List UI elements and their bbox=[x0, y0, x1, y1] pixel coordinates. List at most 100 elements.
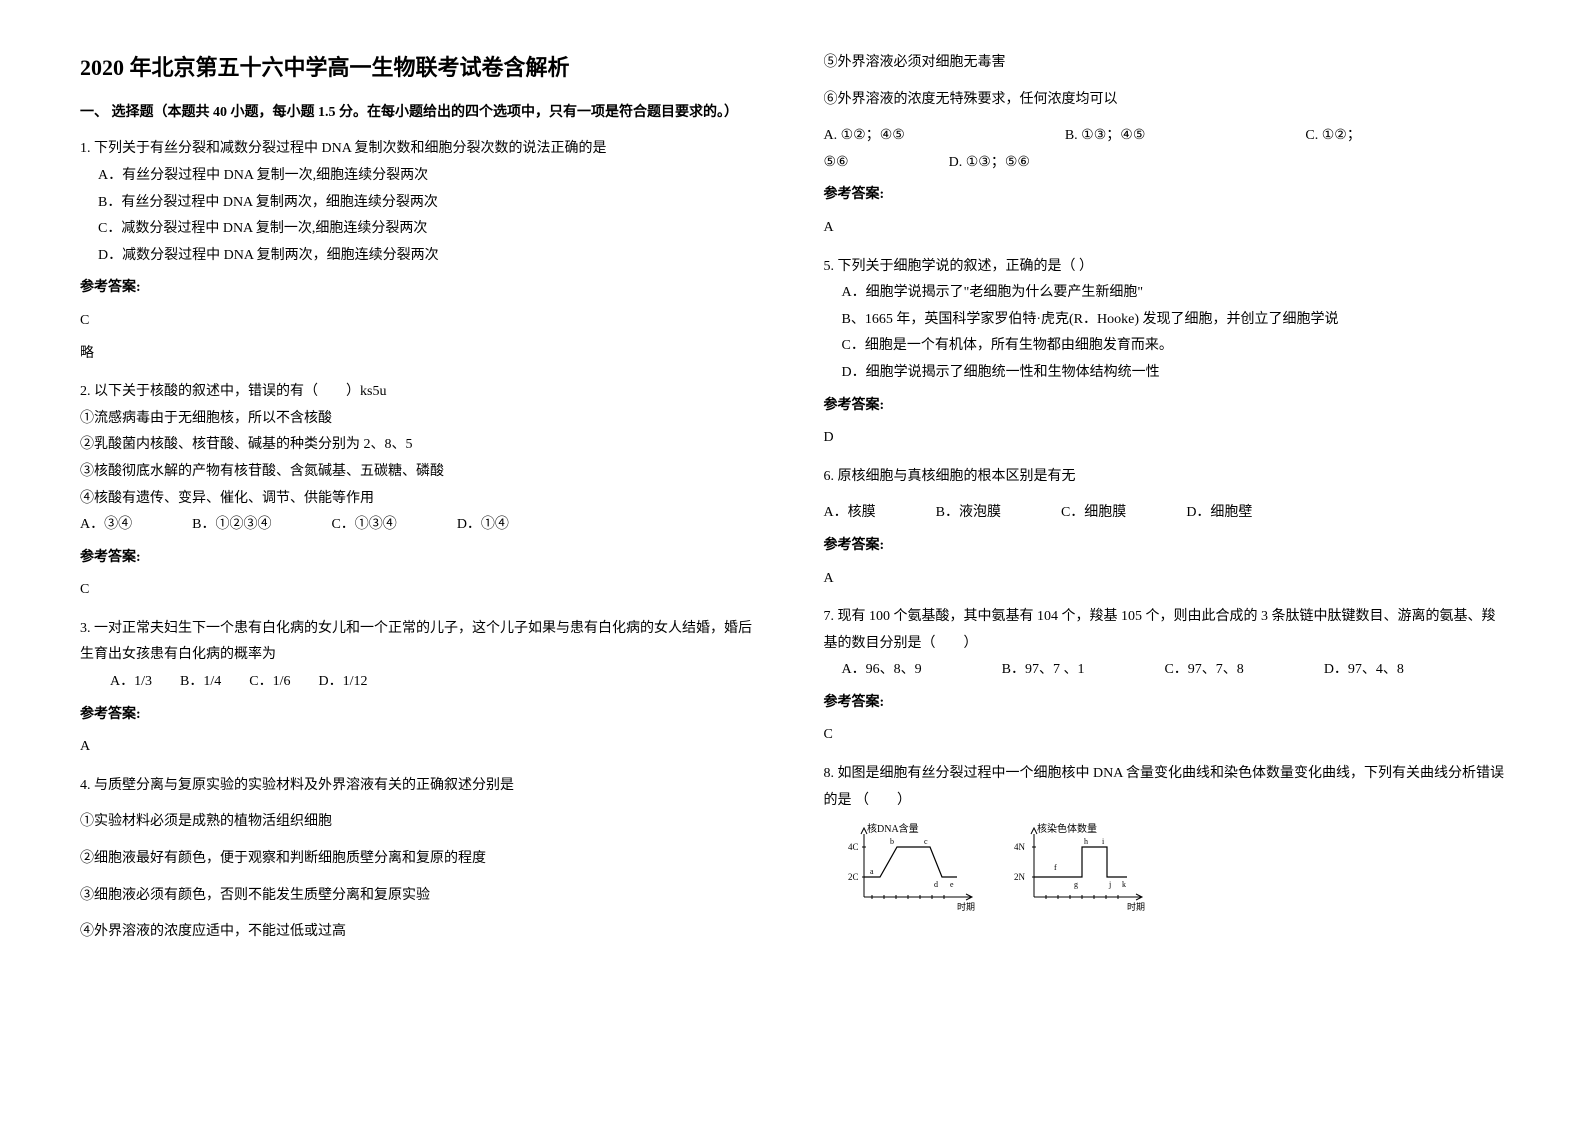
q3-text: 3. 一对正常夫妇生下一个患有白化病的女儿和一个正常的儿子，这个儿子如果与患有白… bbox=[80, 616, 764, 669]
svg-text:j: j bbox=[1108, 880, 1111, 889]
q2-answer: C bbox=[80, 577, 764, 604]
q7-option-d: D．97、4、8 bbox=[1324, 657, 1404, 684]
q7-text: 7. 现有 100 个氨基酸，其中氨基有 104 个，羧基 105 个，则由此合… bbox=[824, 604, 1508, 657]
q6-text: 6. 原核细胞与真核细胞的根本区别是有无 bbox=[824, 464, 1508, 491]
q4-s3: ③细胞液必须有颜色，否则不能发生质壁分离和复原实验 bbox=[80, 883, 764, 910]
svg-text:d: d bbox=[934, 880, 938, 889]
question-7: 7. 现有 100 个氨基酸，其中氨基有 104 个，羧基 105 个，则由此合… bbox=[824, 604, 1508, 749]
q1-option-d: D．减数分裂过程中 DNA 复制两次，细胞连续分裂两次 bbox=[80, 243, 764, 270]
q6-answer-label: 参考答案: bbox=[824, 533, 1508, 560]
q2-s2: ②乳酸菌内核酸、核苷酸、碱基的种类分别为 2、8、5 bbox=[80, 432, 764, 459]
svg-text:h: h bbox=[1084, 837, 1088, 846]
q1-answer: C bbox=[80, 308, 764, 335]
q4-text: 4. 与质壁分离与复原实验的实验材料及外界溶液有关的正确叙述分别是 bbox=[80, 773, 764, 800]
q4-s1: ①实验材料必须是成熟的植物活组织细胞 bbox=[80, 809, 764, 836]
q2-s3: ③核酸彻底水解的产物有核苷酸、含氮碱基、五碳糖、磷酸 bbox=[80, 459, 764, 486]
q4-options-row1: A. ①②；④⑤ B. ①③；④⑤ C. ①②； bbox=[824, 123, 1508, 150]
q7-option-b: B．97、7 、1 bbox=[1002, 657, 1085, 684]
q8-diagrams: 核DNA含量 4C 2C a b c d e 时期 bbox=[824, 822, 1508, 912]
q2-answer-label: 参考答案: bbox=[80, 545, 764, 572]
q4-answer-label: 参考答案: bbox=[824, 182, 1508, 209]
q5-text: 5. 下列关于细胞学说的叙述，正确的是（ ） bbox=[824, 254, 1508, 281]
q2-option-b: B．①②③④ bbox=[192, 512, 271, 539]
q2-option-a: A．③④ bbox=[80, 512, 132, 539]
question-8: 8. 如图是细胞有丝分裂过程中一个细胞核中 DNA 含量变化曲线和染色体数量变化… bbox=[824, 761, 1508, 912]
q5-answer: D bbox=[824, 425, 1508, 452]
q3-answer: A bbox=[80, 734, 764, 761]
exam-title: 2020 年北京第五十六中学高一生物联考试卷含解析 bbox=[80, 50, 764, 82]
q2-option-c: C．①③④ bbox=[331, 512, 396, 539]
svg-text:b: b bbox=[890, 837, 894, 846]
svg-text:2C: 2C bbox=[848, 872, 859, 882]
q4-options-row2: ⑤⑥ D. ①③；⑤⑥ bbox=[824, 150, 1508, 177]
q3-answer-label: 参考答案: bbox=[80, 702, 764, 729]
q6-option-a: A．核膜 bbox=[824, 500, 876, 527]
q1-answer-label: 参考答案: bbox=[80, 275, 764, 302]
q8-text: 8. 如图是细胞有丝分裂过程中一个细胞核中 DNA 含量变化曲线和染色体数量变化… bbox=[824, 761, 1508, 814]
q1-option-c: C．减数分裂过程中 DNA 复制一次,细胞连续分裂两次 bbox=[80, 216, 764, 243]
page-container: 2020 年北京第五十六中学高一生物联考试卷含解析 一、 选择题（本题共 40 … bbox=[80, 50, 1507, 958]
svg-text:4N: 4N bbox=[1014, 842, 1026, 852]
svg-text:g: g bbox=[1074, 880, 1078, 889]
dna-content-chart: 核DNA含量 4C 2C a b c d e 时期 bbox=[842, 822, 982, 912]
svg-text:i: i bbox=[1102, 837, 1105, 846]
q7-options: A．96、8、9 B．97、7 、1 C．97、7、8 D．97、4、8 bbox=[824, 657, 1508, 684]
q2-s1: ①流感病毒由于无细胞核，所以不含核酸 bbox=[80, 406, 764, 433]
q7-option-c: C．97、7、8 bbox=[1164, 657, 1243, 684]
q2-s4: ④核酸有遗传、变异、催化、调节、供能等作用 bbox=[80, 486, 764, 513]
svg-text:c: c bbox=[924, 837, 928, 846]
q5-option-b: B、1665 年，英国科学家罗伯特·虎克(R．Hooke) 发现了细胞，并创立了… bbox=[824, 307, 1508, 334]
section-1-header: 一、 选择题（本题共 40 小题，每小题 1.5 分。在每小题给出的四个选项中，… bbox=[80, 102, 764, 124]
right-column: ⑤外界溶液必须对细胞无毒害 ⑥外界溶液的浓度无特殊要求，任何浓度均可以 A. ①… bbox=[824, 50, 1508, 958]
svg-text:4C: 4C bbox=[848, 842, 859, 852]
question-5: 5. 下列关于细胞学说的叙述，正确的是（ ） A．细胞学说揭示了"老细胞为什么要… bbox=[824, 254, 1508, 452]
svg-text:f: f bbox=[1054, 863, 1057, 872]
q4-s4: ④外界溶液的浓度应适中，不能过低或过高 bbox=[80, 919, 764, 946]
q6-option-c: C．细胞膜 bbox=[1061, 500, 1126, 527]
svg-text:a: a bbox=[870, 867, 874, 876]
q7-option-a: A．96、8、9 bbox=[842, 657, 922, 684]
q2-option-d: D．①④ bbox=[457, 512, 509, 539]
q1-text: 1. 下列关于有丝分裂和减数分裂过程中 DNA 复制次数和细胞分裂次数的说法正确… bbox=[80, 136, 764, 163]
chromosome-count-chart: 核染色体数量 4N 2N f g h i j k 时期 bbox=[1012, 822, 1152, 912]
question-6: 6. 原核细胞与真核细胞的根本区别是有无 A．核膜 B．液泡膜 C．细胞膜 D．… bbox=[824, 464, 1508, 592]
q5-option-d: D．细胞学说揭示了细胞统一性和生物体结构统一性 bbox=[824, 360, 1508, 387]
q4-option-d: D. ①③；⑤⑥ bbox=[949, 150, 1030, 177]
q6-answer: A bbox=[824, 566, 1508, 593]
chart1-ylabel: 核DNA含量 bbox=[867, 822, 919, 835]
q5-answer-label: 参考答案: bbox=[824, 393, 1508, 420]
q4-option-c: C. ①②； bbox=[1305, 123, 1360, 150]
q1-option-a: A．有丝分裂过程中 DNA 复制一次,细胞连续分裂两次 bbox=[80, 163, 764, 190]
q6-option-d: D．细胞壁 bbox=[1186, 500, 1252, 527]
chart1-xlabel: 时期 bbox=[957, 901, 975, 912]
q4-option-a: A. ①②；④⑤ bbox=[824, 123, 905, 150]
chart2-ylabel: 核染色体数量 bbox=[1037, 822, 1097, 835]
q7-answer: C bbox=[824, 722, 1508, 749]
q5-option-a: A．细胞学说揭示了"老细胞为什么要产生新细胞" bbox=[824, 280, 1508, 307]
q3-options: A．1/3 B．1/4 C．1/6 D．1/12 bbox=[80, 669, 764, 696]
q2-text: 2. 以下关于核酸的叙述中，错误的有（ ）ks5u bbox=[80, 379, 764, 406]
q6-option-b: B．液泡膜 bbox=[936, 500, 1001, 527]
svg-text:2N: 2N bbox=[1014, 872, 1026, 882]
question-4-cont: ⑤外界溶液必须对细胞无毒害 ⑥外界溶液的浓度无特殊要求，任何浓度均可以 A. ①… bbox=[824, 50, 1508, 242]
chart2-xlabel: 时期 bbox=[1127, 901, 1145, 912]
q6-options: A．核膜 B．液泡膜 C．细胞膜 D．细胞壁 bbox=[824, 500, 1508, 527]
q4-answer: A bbox=[824, 215, 1508, 242]
question-1: 1. 下列关于有丝分裂和减数分裂过程中 DNA 复制次数和细胞分裂次数的说法正确… bbox=[80, 136, 764, 367]
svg-text:e: e bbox=[950, 880, 954, 889]
question-2: 2. 以下关于核酸的叙述中，错误的有（ ）ks5u ①流感病毒由于无细胞核，所以… bbox=[80, 379, 764, 604]
q1-note: 略 bbox=[80, 341, 764, 368]
q4-s5: ⑤外界溶液必须对细胞无毒害 bbox=[824, 50, 1508, 77]
question-3: 3. 一对正常夫妇生下一个患有白化病的女儿和一个正常的儿子，这个儿子如果与患有白… bbox=[80, 616, 764, 761]
q5-option-c: C．细胞是一个有机体，所有生物都由细胞发育而来。 bbox=[824, 333, 1508, 360]
svg-text:k: k bbox=[1122, 880, 1126, 889]
q4-s6: ⑥外界溶液的浓度无特殊要求，任何浓度均可以 bbox=[824, 87, 1508, 114]
q1-option-b: B．有丝分裂过程中 DNA 复制两次，细胞连续分裂两次 bbox=[80, 190, 764, 217]
left-column: 2020 年北京第五十六中学高一生物联考试卷含解析 一、 选择题（本题共 40 … bbox=[80, 50, 764, 958]
q4-s2: ②细胞液最好有颜色，便于观察和判断细胞质壁分离和复原的程度 bbox=[80, 846, 764, 873]
q7-answer-label: 参考答案: bbox=[824, 690, 1508, 717]
q4-option-c2: ⑤⑥ bbox=[824, 150, 849, 177]
q4-option-b: B. ①③；④⑤ bbox=[1065, 123, 1146, 150]
q2-options: A．③④ B．①②③④ C．①③④ D．①④ bbox=[80, 512, 764, 539]
question-4: 4. 与质壁分离与复原实验的实验材料及外界溶液有关的正确叙述分别是 ①实验材料必… bbox=[80, 773, 764, 946]
